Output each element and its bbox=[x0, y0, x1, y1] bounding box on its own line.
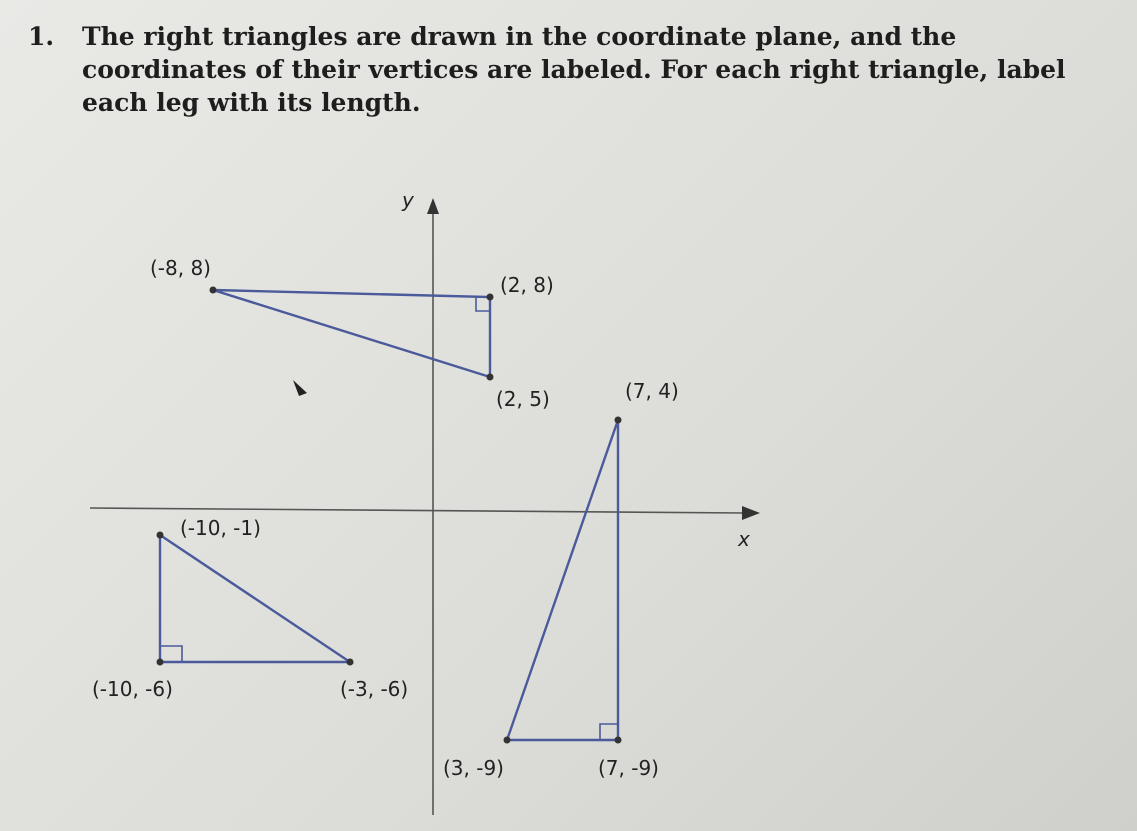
triangle bbox=[158, 532, 354, 664]
right-angle-mark bbox=[599, 723, 618, 740]
vertex-dot bbox=[486, 373, 494, 381]
vertex-label: (-10, -1) bbox=[180, 516, 261, 540]
y-label: y bbox=[401, 188, 415, 212]
vertex-dot bbox=[503, 736, 511, 744]
y-arrow bbox=[427, 198, 439, 214]
problem-number: 1. bbox=[28, 22, 55, 51]
problem-text: The right triangles are drawn in the coo… bbox=[82, 22, 1066, 117]
vertex-label: (-3, -6) bbox=[340, 677, 408, 701]
x-label: x bbox=[737, 527, 750, 551]
vertex-label: (2, 8) bbox=[500, 273, 554, 297]
vertex-label: (2, 5) bbox=[496, 387, 550, 411]
vertex-dot bbox=[209, 286, 217, 294]
vertex-label: (7, -9) bbox=[598, 756, 659, 780]
vertex-dot bbox=[614, 416, 622, 424]
vertex-label: (-10, -6) bbox=[92, 677, 173, 701]
right-angle-mark bbox=[160, 645, 183, 662]
right-angle-mark bbox=[475, 297, 490, 312]
x-axis bbox=[89, 507, 746, 514]
vertex-label: (3, -9) bbox=[443, 756, 504, 780]
vertex-label: (-8, 8) bbox=[150, 256, 211, 280]
vertex-dot bbox=[346, 658, 354, 666]
cursor bbox=[293, 380, 307, 396]
vertex-dot bbox=[156, 658, 164, 666]
vertex-dot bbox=[486, 293, 494, 301]
vertex-dot bbox=[614, 736, 622, 744]
triangle bbox=[505, 419, 620, 742]
vertex-label: (7, 4) bbox=[625, 379, 679, 403]
x-arrow bbox=[742, 506, 760, 520]
triangle bbox=[212, 288, 492, 379]
vertex-dot bbox=[156, 531, 164, 539]
